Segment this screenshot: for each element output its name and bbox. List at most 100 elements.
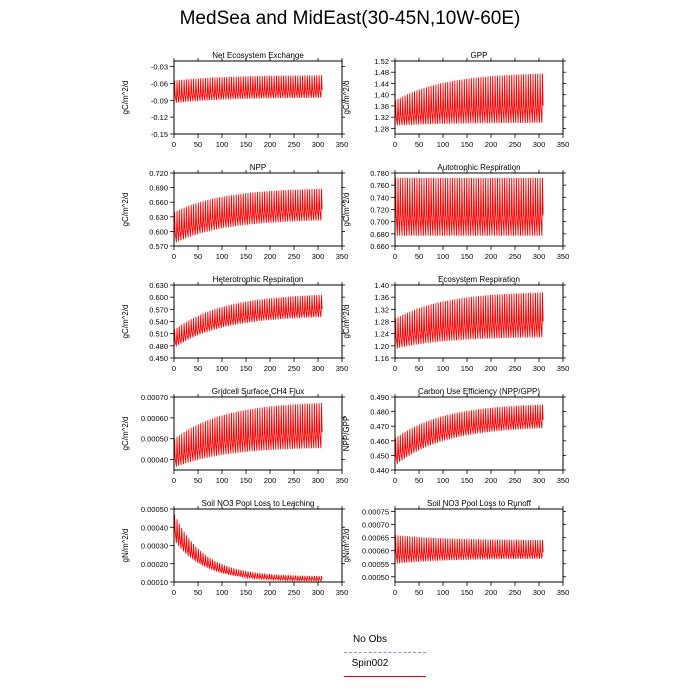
legend-label-no-obs: No Obs (353, 634, 387, 645)
x-tick-label: 50 (194, 364, 202, 373)
charts-svg: Net Ecosystem Exchange gC/m^2/d 0 50 100 150 2… (121, 51, 570, 597)
x-tick-label: 350 (336, 140, 349, 149)
x-tick-label: 0 (172, 252, 176, 261)
y-tick-label: 0.760 (370, 181, 389, 190)
x-tick-label: 150 (461, 252, 474, 261)
x-tick-label: 50 (415, 364, 423, 373)
panel-7: Carbon Use Efficiency (NPP/GPP) NPP/GPP 0 5… (342, 387, 569, 485)
legend-label-spin002: Spin002 (351, 658, 389, 669)
panel-3: Autotrophic Respiration gC/m^2/d 0 50 100 150… (342, 163, 569, 261)
y-tick-label: 0.570 (149, 305, 168, 314)
panel-title: Ecosystem Respiration (438, 275, 520, 284)
y-tick-label: 0.690 (149, 184, 168, 193)
x-tick-label: 150 (461, 140, 474, 149)
x-tick-label: 350 (557, 588, 570, 597)
x-tick-label: 50 (415, 476, 423, 485)
y-tick-label: 0.00020 (141, 560, 168, 569)
x-tick-label: 0 (393, 476, 397, 485)
plot-frame (173, 172, 343, 247)
series-line-spin002 (394, 404, 544, 466)
y-tick-label: 0.00040 (141, 456, 168, 465)
y-tick-label: 1.20 (374, 342, 389, 351)
x-tick-label: 300 (312, 476, 325, 485)
y-tick-label: 0.630 (149, 213, 168, 222)
x-tick-label: 300 (312, 588, 325, 597)
x-tick-label: 150 (240, 252, 253, 261)
x-tick-label: 100 (437, 476, 450, 485)
x-tick-label: 250 (288, 588, 301, 597)
panel-title: Carbon Use Efficiency (NPP/GPP) (418, 387, 540, 396)
plot-frame (394, 396, 564, 471)
panel-2: NPP gC/m^2/d 0 50 100 150 200 250 300 350 0.570 0.6… (121, 163, 348, 261)
x-tick-label: 350 (336, 588, 349, 597)
x-tick-label: 100 (216, 140, 229, 149)
x-tick-label: 100 (437, 252, 450, 261)
x-tick-label: 300 (533, 476, 546, 485)
x-tick-label: 350 (557, 140, 570, 149)
y-axis-label: NPP/GPP (342, 416, 351, 452)
y-tick-label: -0.15 (151, 130, 168, 139)
x-tick-label: 250 (288, 476, 301, 485)
y-tick-label: 0.510 (149, 330, 168, 339)
y-tick-label: 0.00060 (362, 547, 389, 556)
y-tick-label: 0.470 (370, 422, 389, 431)
x-tick-label: 50 (415, 252, 423, 261)
x-tick-label: 150 (461, 588, 474, 597)
x-tick-label: 0 (172, 140, 176, 149)
x-tick-label: 50 (415, 588, 423, 597)
y-tick-label: -0.09 (151, 96, 168, 105)
y-tick-label: 0.00070 (141, 393, 168, 402)
y-tick-label: 0.700 (370, 218, 389, 227)
x-tick-label: 100 (437, 140, 450, 149)
plot-frame (173, 508, 343, 583)
panel-6: Gridcell Surface CH4 Flux gC/m^2/d 0 50 100 1… (121, 387, 348, 485)
plot-frame (173, 396, 343, 471)
y-tick-label: 0.600 (149, 293, 168, 302)
x-tick-label: 350 (336, 476, 349, 485)
y-axis-label: gC/m^2/d (342, 193, 351, 227)
x-tick-label: 0 (393, 364, 397, 373)
x-tick-label: 50 (415, 140, 423, 149)
x-tick-label: 0 (393, 588, 397, 597)
y-tick-label: 1.44 (374, 79, 389, 88)
panel-title: Gridcell Surface CH4 Flux (212, 387, 304, 396)
x-tick-label: 350 (336, 364, 349, 373)
y-axis-label: gN/m^2/d (342, 529, 351, 563)
x-tick-label: 200 (485, 252, 498, 261)
series-line-spin002 (173, 514, 323, 583)
y-tick-label: -0.06 (151, 79, 168, 88)
y-tick-label: 0.780 (370, 169, 389, 178)
y-tick-label: 0.450 (149, 354, 168, 363)
x-tick-label: 300 (312, 140, 325, 149)
x-tick-label: 150 (240, 364, 253, 373)
x-tick-label: 200 (485, 476, 498, 485)
y-tick-label: 0.440 (370, 466, 389, 475)
x-tick-label: 50 (194, 252, 202, 261)
y-tick-label: 0.00040 (141, 523, 168, 532)
x-tick-label: 150 (240, 476, 253, 485)
x-tick-label: 0 (172, 364, 176, 373)
y-axis-label: gC/m^2/d (121, 417, 130, 451)
panel-title: Soil NO3 Pool Loss to Leaching (202, 499, 315, 508)
y-axis-label: gC/m^2/d (342, 81, 351, 115)
panel-title: GPP (471, 51, 488, 60)
panel-title: Soil NO3 Pool Loss to Runoff (427, 499, 532, 508)
x-tick-label: 200 (264, 364, 277, 373)
x-tick-label: 300 (533, 140, 546, 149)
figure-title: MedSea and MidEast(30-45N,10W-60E) (179, 8, 521, 29)
plot-frame (394, 284, 564, 359)
panel-title: Net Ecosystem Exchange (212, 51, 304, 60)
x-tick-label: 50 (194, 476, 202, 485)
y-tick-label: 1.28 (374, 318, 389, 327)
y-tick-label: 0.660 (149, 198, 168, 207)
y-tick-label: 0.450 (370, 451, 389, 460)
x-tick-label: 150 (461, 476, 474, 485)
series-line-spin002 (394, 292, 544, 349)
y-axis-label: gC/m^2/d (121, 193, 130, 227)
y-tick-label: 0.600 (149, 227, 168, 236)
y-tick-label: 0.00060 (141, 414, 168, 423)
x-tick-label: 100 (216, 476, 229, 485)
x-tick-label: 350 (336, 252, 349, 261)
legend: No Obs Spin002 (300, 634, 440, 684)
x-tick-label: 200 (264, 140, 277, 149)
